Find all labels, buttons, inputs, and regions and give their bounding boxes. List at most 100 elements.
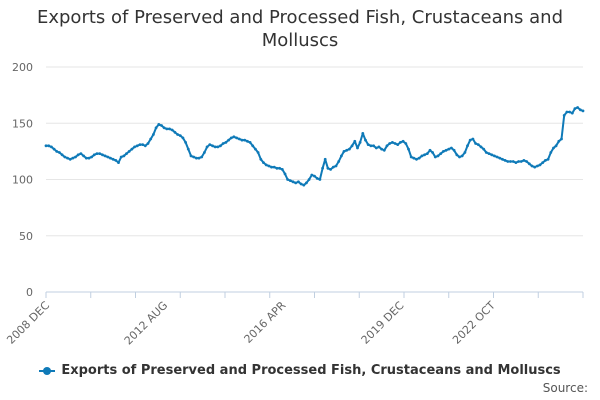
data-point <box>321 166 324 170</box>
data-point <box>109 156 112 160</box>
data-point <box>141 143 145 147</box>
data-point <box>313 174 316 178</box>
data-point <box>409 155 413 159</box>
data-point <box>267 164 271 168</box>
data-point <box>248 141 252 144</box>
chart-title-line-2: Molluscs <box>261 30 339 51</box>
data-point <box>471 137 475 141</box>
data-point <box>562 114 566 117</box>
data-point <box>479 145 483 149</box>
data-point <box>329 168 332 171</box>
data-point <box>506 160 510 163</box>
data-point <box>227 138 231 142</box>
data-point <box>433 155 437 159</box>
data-point <box>345 148 349 152</box>
legend[interactable]: Exports of Preserved and Processed Fish,… <box>0 363 600 379</box>
data-point <box>280 168 284 171</box>
data-point <box>288 179 292 183</box>
data-point <box>154 126 158 130</box>
data-point <box>401 139 405 143</box>
data-point <box>294 181 298 185</box>
data-point <box>407 147 410 151</box>
data-point <box>560 137 563 141</box>
data-point <box>546 157 550 161</box>
data-point <box>208 143 212 147</box>
data-point <box>275 166 279 170</box>
data-point <box>399 141 402 144</box>
data-point <box>444 148 448 152</box>
data-point <box>404 142 408 145</box>
x-tick-label: 2019 DEC <box>359 299 407 347</box>
chart-title: Exports of Preserved and Processed Fish,… <box>0 6 600 52</box>
data-point <box>466 144 469 148</box>
data-point <box>243 138 247 142</box>
data-point <box>299 182 303 186</box>
data-point <box>463 151 467 154</box>
data-point <box>197 156 201 160</box>
data-point <box>530 164 534 168</box>
series-line <box>45 106 584 187</box>
data-point <box>283 172 287 176</box>
data-point <box>382 148 386 152</box>
data-point <box>452 148 456 152</box>
data-point <box>79 152 83 156</box>
data-point <box>455 153 459 157</box>
data-point <box>380 147 383 151</box>
data-point <box>458 155 461 159</box>
data-point <box>447 147 451 151</box>
data-point <box>103 154 107 158</box>
data-point <box>388 142 392 145</box>
data-point <box>256 151 260 154</box>
data-point <box>326 166 330 170</box>
data-point <box>331 165 335 169</box>
data-point <box>251 144 255 148</box>
data-point <box>68 157 72 161</box>
data-point <box>176 133 180 136</box>
data-point <box>450 146 453 150</box>
data-point <box>101 153 104 157</box>
data-point <box>58 151 61 154</box>
data-point <box>364 138 367 142</box>
data-point <box>442 150 445 153</box>
data-point <box>554 144 558 148</box>
data-point <box>272 165 276 169</box>
data-point <box>211 144 214 148</box>
data-point <box>573 107 577 110</box>
data-point <box>168 127 171 131</box>
data-point <box>315 177 319 180</box>
data-point <box>162 126 166 130</box>
data-point <box>127 150 131 153</box>
data-point <box>519 160 523 163</box>
data-point <box>358 141 362 144</box>
data-point <box>106 155 110 159</box>
data-point <box>235 136 239 140</box>
data-point <box>565 110 569 114</box>
data-point <box>50 145 53 149</box>
data-point <box>181 136 185 140</box>
data-point <box>503 159 507 162</box>
data-point <box>98 152 102 156</box>
data-point <box>369 144 373 148</box>
data-point <box>122 154 126 158</box>
data-point <box>374 146 378 150</box>
data-point <box>391 141 394 144</box>
data-point <box>393 142 397 145</box>
data-point <box>111 157 115 161</box>
legend-series-marker <box>39 366 56 375</box>
data-point <box>509 160 512 163</box>
x-tick-label: 2016 APR <box>242 299 289 346</box>
data-point <box>396 143 400 147</box>
data-point <box>55 150 59 153</box>
data-point <box>44 144 48 148</box>
data-point <box>307 178 311 181</box>
chart-title-line-1: Exports of Preserved and Processed Fish,… <box>36 7 564 28</box>
data-point <box>92 153 96 157</box>
data-point <box>318 178 322 181</box>
data-point <box>439 152 443 156</box>
data-point <box>514 161 518 165</box>
data-point <box>146 142 150 145</box>
data-point <box>474 142 477 145</box>
data-point <box>527 162 531 166</box>
data-point <box>74 155 77 159</box>
